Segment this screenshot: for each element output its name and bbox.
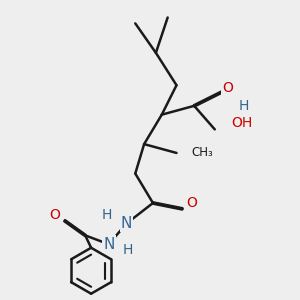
Text: O: O xyxy=(223,81,233,95)
Text: O: O xyxy=(186,196,197,210)
Text: H: H xyxy=(102,208,112,222)
Text: H: H xyxy=(239,99,249,113)
Text: OH: OH xyxy=(231,116,252,130)
Text: CH₃: CH₃ xyxy=(191,146,213,159)
Text: O: O xyxy=(49,208,60,222)
Text: N: N xyxy=(103,237,115,252)
Text: N: N xyxy=(121,216,132,231)
Text: H: H xyxy=(123,243,133,257)
